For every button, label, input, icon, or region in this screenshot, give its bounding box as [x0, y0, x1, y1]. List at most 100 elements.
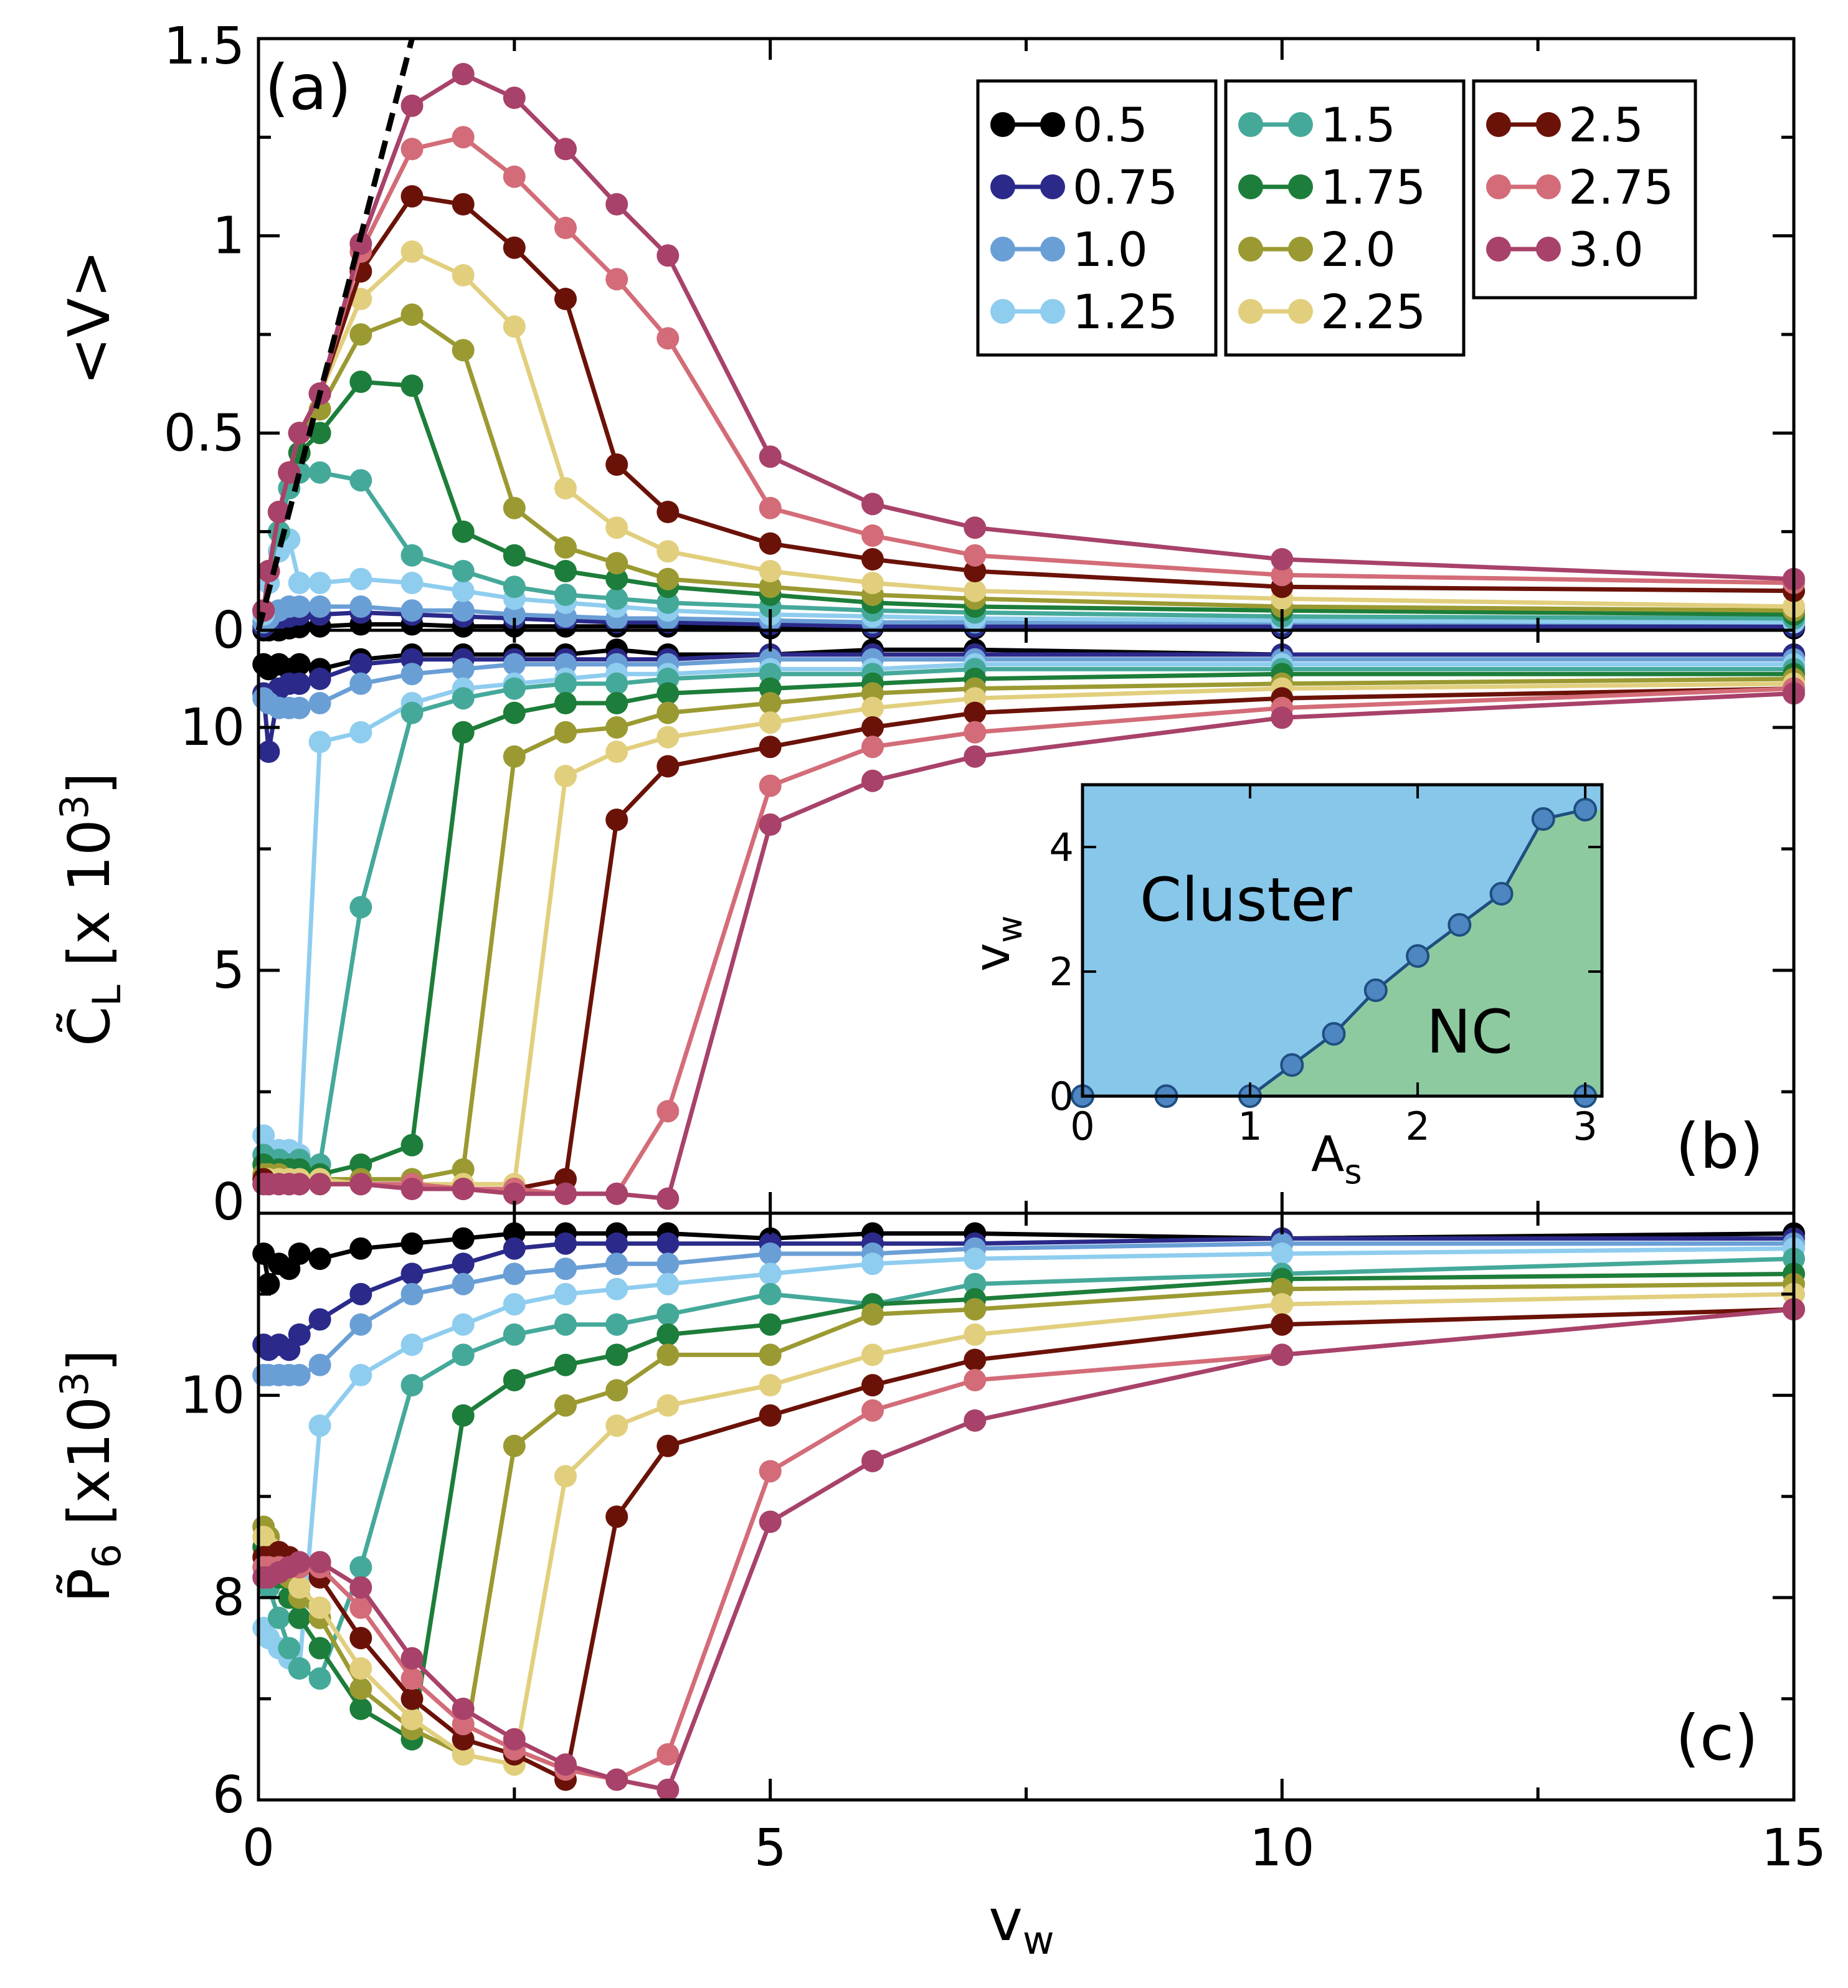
legend-label-2.0: 2.0 — [1320, 222, 1396, 277]
xlabel-c-sub: w — [1023, 1918, 1054, 1963]
point-a-1.5-11 — [605, 587, 628, 610]
point-c-3.0-10 — [554, 1753, 577, 1776]
inset-xlabel-sub: s — [1344, 1152, 1362, 1191]
point-c-0.5-8 — [452, 1227, 475, 1250]
point-a-1.75-9 — [503, 544, 526, 567]
point-b-3.0-13 — [759, 813, 782, 836]
ylabel-c-end: ] — [56, 1350, 123, 1372]
point-b-1.5-11 — [605, 672, 628, 695]
point-c-1.0-11 — [605, 1252, 628, 1276]
ytick-label-b-5: 5 — [212, 941, 245, 1000]
point-b-2.5-14 — [861, 716, 884, 739]
legend-label-1.25: 1.25 — [1073, 284, 1178, 339]
point-c-1.25-11 — [605, 1277, 628, 1300]
legend-marker-right-1.25 — [1040, 299, 1065, 324]
point-a-2.75-8 — [452, 126, 475, 149]
point-b-3.0-9 — [503, 1182, 526, 1205]
point-b-0.75-1 — [257, 741, 280, 763]
point-a-2.25-12 — [656, 540, 680, 563]
point-a-1.0-8 — [452, 599, 475, 622]
inset-xtick-label-1: 1 — [1238, 1104, 1262, 1149]
point-c-0.75-9 — [503, 1237, 526, 1260]
inset-point-7 — [1448, 913, 1472, 937]
point-c-0.75-8 — [452, 1252, 475, 1276]
point-b-3.0-14 — [861, 769, 884, 792]
legend-label-1.5: 1.5 — [1320, 97, 1396, 153]
point-b-3.0-16 — [1271, 706, 1294, 729]
point-a-2.5-12 — [656, 501, 680, 523]
point-c-2.75-14 — [861, 1399, 884, 1422]
point-c-2.75-12 — [656, 1743, 680, 1766]
point-a-2.0-12 — [656, 567, 680, 590]
point-b-2.5-12 — [656, 755, 680, 778]
panel-label-b: (b) — [1675, 1110, 1764, 1183]
point-a-1.75-6 — [349, 371, 372, 393]
legend-label-1.0: 1.0 — [1073, 222, 1148, 277]
point-c-1.75-8 — [452, 1404, 475, 1427]
xtick-label-10: 10 — [1249, 1819, 1314, 1878]
point-c-3.0-13 — [759, 1510, 782, 1533]
point-c-2.5-11 — [605, 1505, 628, 1528]
inset-xtick-label-2: 2 — [1405, 1104, 1429, 1149]
point-c-1.25-5 — [308, 1414, 331, 1437]
legend-marker-right-1.75 — [1288, 174, 1313, 199]
point-a-1.5-7 — [400, 544, 424, 567]
xlabel-c-main: v — [988, 1887, 1022, 1954]
point-c-3.0-12 — [656, 1778, 680, 1801]
legend-marker-right-0.75 — [1040, 174, 1065, 199]
point-b-2.25-13 — [759, 711, 782, 734]
point-b-1.75-11 — [605, 692, 628, 714]
point-b-2.5-15 — [964, 701, 987, 724]
axes-frame-c — [257, 1211, 1796, 1802]
point-a-2.25-8 — [452, 264, 475, 286]
legend-marker-right-2.75 — [1536, 174, 1561, 199]
point-c-3.0-9 — [503, 1728, 526, 1751]
ylabel-b-sub: L — [84, 985, 130, 1006]
point-b-2.5-11 — [605, 808, 628, 831]
series-line-c-2.5 — [263, 1307, 1794, 1782]
point-c-3.0-14 — [861, 1449, 884, 1472]
point-c-3.0-5 — [308, 1551, 331, 1574]
point-a-1.25-4 — [288, 572, 311, 594]
legend-marker-right-2.0 — [1288, 237, 1313, 262]
point-b-3.0-10 — [554, 1182, 577, 1205]
point-c-1.5-13 — [759, 1282, 782, 1305]
point-b-2.0-9 — [503, 745, 526, 768]
panel-c-lines — [252, 1222, 1805, 1801]
point-c-1.5-12 — [656, 1303, 680, 1326]
series-line-c-2.25 — [262, 1292, 1794, 1767]
point-c-1.25-7 — [400, 1333, 424, 1356]
point-a-1.5-5 — [308, 461, 331, 484]
legend-marker-right-2.5 — [1536, 112, 1561, 137]
point-b-1.5-9 — [503, 677, 526, 700]
point-a-2.5-8 — [452, 193, 475, 215]
inset-ytick-label-2: 2 — [1050, 949, 1074, 995]
inset-point-8 — [1489, 882, 1514, 906]
ytick-label-a-0: 0 — [212, 601, 245, 660]
point-c-1.75-13 — [759, 1313, 782, 1336]
inset-ylabel-main: v — [965, 943, 1021, 972]
point-a-1.75-10 — [554, 560, 577, 582]
inset-point-3 — [1280, 1053, 1304, 1077]
point-b-3.0-5 — [308, 1173, 331, 1196]
point-c-2.75-7 — [400, 1667, 424, 1690]
point-a-1.25-6 — [349, 567, 372, 590]
point-b-1.75-12 — [656, 682, 680, 705]
inset-region-upper: Cluster — [1140, 865, 1352, 935]
point-a-2.75-7 — [400, 138, 424, 161]
legend-marker-left-3.0 — [1486, 237, 1511, 262]
point-c-2.5-7 — [400, 1687, 424, 1710]
inset-point-5 — [1363, 978, 1388, 1002]
point-b-1.0-5 — [308, 692, 331, 714]
point-c-2.25-15 — [964, 1323, 987, 1346]
point-a-1.5-8 — [452, 560, 475, 582]
point-c-0.75-7 — [400, 1262, 424, 1285]
point-c-0.75-10 — [554, 1232, 577, 1255]
point-b-3.0-15 — [964, 745, 987, 768]
point-c-3.0-4 — [288, 1551, 311, 1574]
ylabel-b-main: C̃ — [55, 1006, 123, 1046]
ylabel-c-main: P̃ — [55, 1568, 123, 1602]
point-b-0.75-4 — [288, 672, 311, 695]
